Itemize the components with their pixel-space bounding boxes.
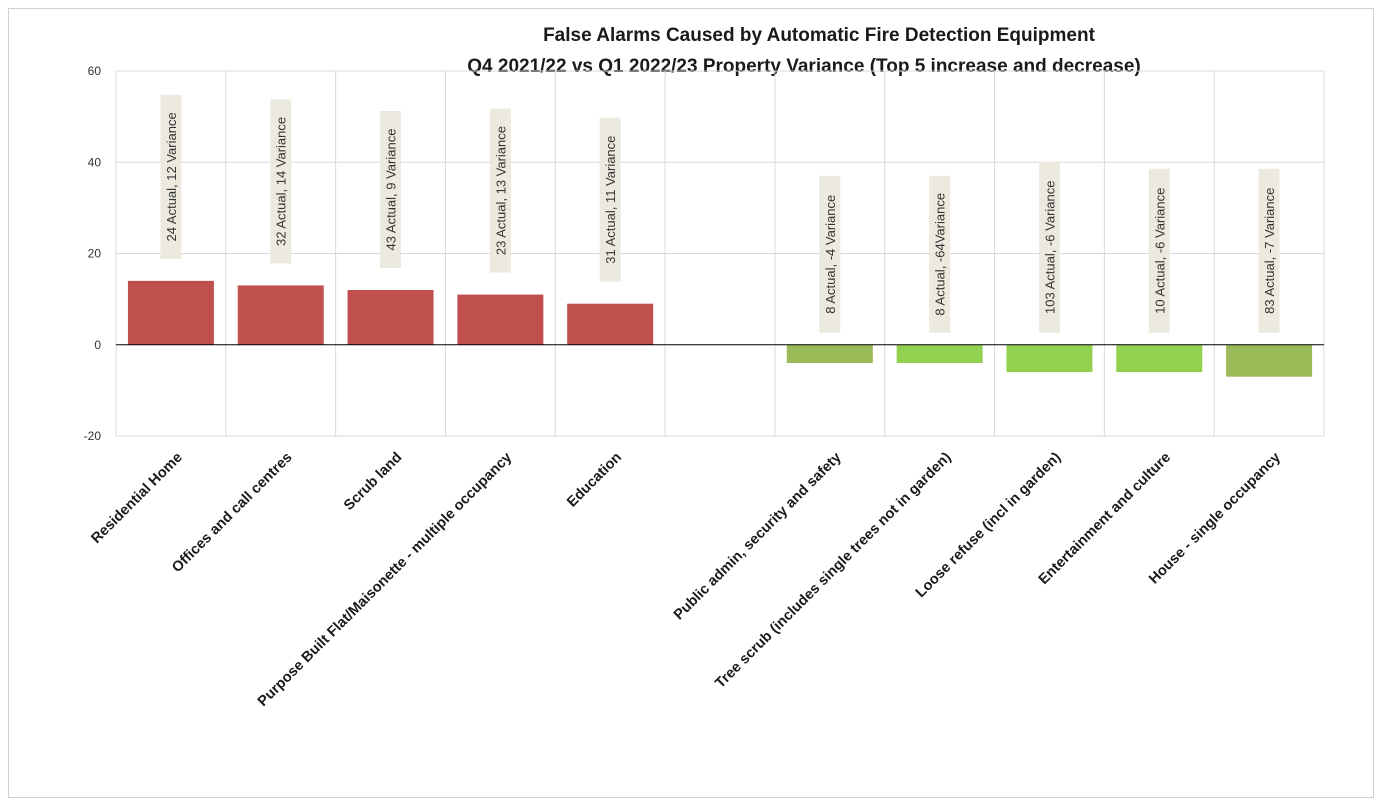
y-tick-label: 40 xyxy=(88,155,102,169)
data-label-box xyxy=(599,117,621,282)
data-label: 83 Actual, -7 Variance xyxy=(1258,168,1280,333)
data-label: 24 Actual, 12 Variance xyxy=(160,94,182,259)
data-label: 10 Actual, -6 Variance xyxy=(1148,168,1170,333)
chart-title-line-1: False Alarms Caused by Automatic Fire De… xyxy=(543,25,1095,46)
data-label: 8 Actual, -64Variance xyxy=(929,175,951,333)
data-label: 103 Actual, -6 Variance xyxy=(1038,161,1060,333)
bar-chart: False Alarms Caused by Automatic Fire De… xyxy=(84,25,1325,710)
bar xyxy=(786,344,873,363)
y-tick-label: 0 xyxy=(94,338,101,352)
data-label: 23 Actual, 13 Variance xyxy=(489,108,511,273)
bar xyxy=(237,285,324,345)
bar xyxy=(1226,344,1313,377)
bar xyxy=(1116,344,1203,373)
bar xyxy=(127,280,214,345)
x-tick-label: Education xyxy=(564,450,625,511)
bar xyxy=(567,303,654,345)
data-labels: 24 Actual, 12 Variance 32 Actual, 14 Vari… xyxy=(160,94,1280,333)
data-label: 31 Actual, 11 Variance xyxy=(599,117,621,282)
x-tick-label: Scrub land xyxy=(341,450,405,514)
data-label-text: 10 Actual, -6 Variance xyxy=(1152,188,1167,314)
chart-title: False Alarms Caused by Automatic Fire De… xyxy=(467,25,1140,77)
y-tick-label: 20 xyxy=(88,247,102,261)
data-label-text: 8 Actual, -4 Variance xyxy=(823,195,838,314)
data-label-box xyxy=(380,111,402,268)
x-tick-label: House - single occupancy xyxy=(1146,450,1284,588)
data-label-box xyxy=(819,175,841,333)
data-label-text: 43 Actual, 9 Variance xyxy=(384,129,399,251)
data-label-text: 32 Actual, 14 Variance xyxy=(274,117,289,246)
x-tick-label: Entertainment and culture xyxy=(1036,450,1174,588)
x-tick-label: Public admin, security and safety xyxy=(671,450,845,624)
data-label: 32 Actual, 14 Variance xyxy=(270,99,292,264)
data-label-box xyxy=(270,99,292,264)
data-label: 43 Actual, 9 Variance xyxy=(380,111,402,268)
data-label-text: 103 Actual, -6 Variance xyxy=(1042,181,1057,314)
data-label-box xyxy=(489,108,511,273)
gridlines xyxy=(115,70,1325,437)
bar xyxy=(347,290,434,345)
chart-frame: False Alarms Caused by Automatic Fire De… xyxy=(8,8,1374,798)
data-label-text: 83 Actual, -7 Variance xyxy=(1262,188,1277,314)
x-tick-label: Tree scrub (includes single trees not in… xyxy=(712,449,954,691)
y-axis: -20 0 20 40 60 xyxy=(84,64,102,443)
chart-title-line-2: Q4 2021/22 vs Q1 2022/23 Property Varian… xyxy=(467,56,1140,77)
data-label-text: 23 Actual, 13 Variance xyxy=(493,126,508,255)
data-label-box xyxy=(160,94,182,259)
bars xyxy=(116,280,1324,377)
data-label-text: 31 Actual, 11 Variance xyxy=(603,136,618,264)
bar xyxy=(457,294,544,345)
y-tick-label: 60 xyxy=(88,64,102,78)
data-label: 8 Actual, -4 Variance xyxy=(819,175,841,333)
data-label-box xyxy=(1038,161,1060,333)
x-tick-label: Offices and call centres xyxy=(169,450,295,576)
data-label-box xyxy=(1148,168,1170,333)
bar xyxy=(1006,344,1093,373)
y-tick-label: -20 xyxy=(84,429,102,443)
data-label-text: 24 Actual, 12 Variance xyxy=(164,112,179,241)
data-label-box xyxy=(929,175,951,333)
x-tick-label: Purpose Built Flat/Maisonette - multiple… xyxy=(255,450,515,710)
bar xyxy=(896,344,983,363)
data-label-box xyxy=(1258,168,1280,333)
data-label-text: 8 Actual, -64Variance xyxy=(933,193,948,316)
x-tick-label: Residential Home xyxy=(88,450,185,547)
